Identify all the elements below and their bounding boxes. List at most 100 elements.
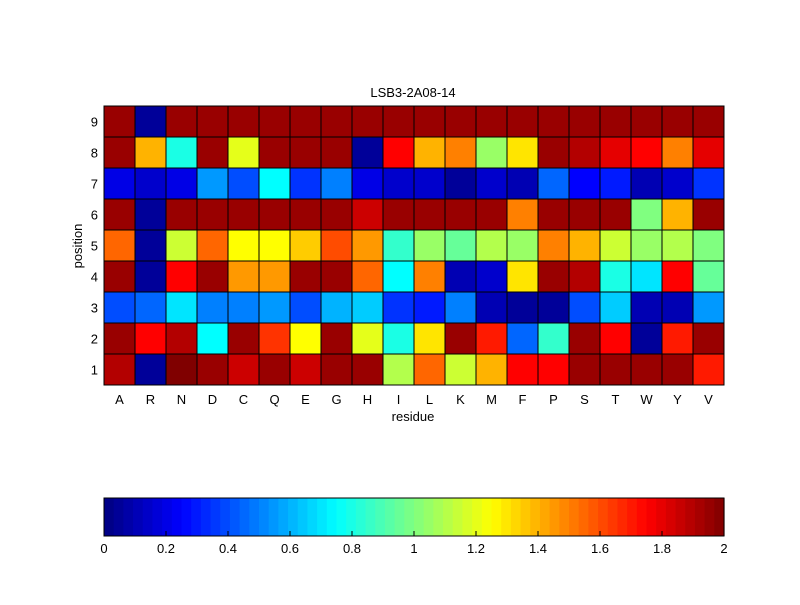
heatmap-cell-W-1 [630, 353, 663, 386]
heatmap-cell-L-8 [413, 136, 446, 169]
colorbar-swatch [491, 498, 502, 536]
colorbar-swatch [520, 498, 531, 536]
heatmap-cell-T-4 [599, 260, 632, 293]
heatmap-cell-A-5 [103, 229, 136, 262]
y-axis-label: position [70, 224, 85, 269]
colorbar-swatch [694, 498, 706, 536]
heatmap-cell-Q-5 [258, 229, 291, 262]
heatmap-cell-P-5 [537, 229, 570, 262]
colorbar-swatch [123, 498, 134, 536]
colorbar-swatch [307, 498, 318, 536]
heatmap-cell-A-7 [103, 167, 136, 200]
colorbar-swatch [317, 498, 328, 536]
heatmap-cell-D-8 [196, 136, 229, 169]
heatmap-cell-W-4 [630, 260, 663, 293]
heatmap-cell-T-8 [599, 136, 632, 169]
x-tick-label: E [301, 392, 310, 407]
heatmap-frame [103, 105, 725, 386]
heatmap-cell-T-7 [599, 167, 632, 200]
colorbar-swatch [452, 498, 464, 536]
colorbar-tick-label: 1.6 [591, 541, 609, 556]
heatmap-cell-M-9 [475, 105, 508, 138]
colorbar-swatch [510, 498, 522, 536]
colorbar-swatch [569, 498, 580, 536]
colorbar-swatch [171, 498, 183, 536]
heatmap-cell-Y-5 [661, 229, 694, 262]
heatmap-cell-D-7 [196, 167, 229, 200]
heatmap-cell-F-1 [506, 353, 539, 386]
heatmap-cell-F-2 [506, 322, 539, 355]
colorbar-swatch [704, 498, 715, 536]
colorbar-swatch [336, 498, 347, 536]
heatmap-cell-V-3 [692, 291, 725, 324]
heatmap-cell-Y-2 [661, 322, 694, 355]
heatmap-cell-S-1 [568, 353, 601, 386]
heatmap-cell-E-9 [289, 105, 322, 138]
heatmap-cell-N-9 [165, 105, 198, 138]
heatmap-cell-S-4 [568, 260, 601, 293]
x-tick-label: Q [269, 392, 279, 407]
heatmap-cell-S-3 [568, 291, 601, 324]
heatmap-cell-F-6 [506, 198, 539, 231]
heatmap-cell-A-9 [103, 105, 136, 138]
x-tick-label: P [549, 392, 558, 407]
colorbar-tick-label: 0 [100, 541, 107, 556]
colorbar-swatch [646, 498, 657, 536]
y-tick-label: 4 [91, 270, 98, 285]
heatmap-cell-H-3 [351, 291, 384, 324]
x-tick-label: C [239, 392, 248, 407]
heatmap-cell-S-9 [568, 105, 601, 138]
colorbar-swatch [462, 498, 473, 536]
colorbar-swatch [665, 498, 677, 536]
colorbar-swatch [200, 498, 212, 536]
heatmap-cell-M-5 [475, 229, 508, 262]
heatmap-cell-D-2 [196, 322, 229, 355]
heatmap-cell-Q-8 [258, 136, 291, 169]
colorbar-swatch [210, 498, 221, 536]
heatmap-cell-M-2 [475, 322, 508, 355]
heatmap-cell-I-3 [382, 291, 415, 324]
heatmap-cell-L-6 [413, 198, 446, 231]
x-axis-label: residue [392, 409, 435, 424]
heatmap-cell-N-3 [165, 291, 198, 324]
heatmap-cell-N-2 [165, 322, 198, 355]
x-tick-label: F [519, 392, 527, 407]
heatmap-cell-Q-4 [258, 260, 291, 293]
heatmap-cell-R-2 [134, 322, 167, 355]
colorbar-swatch [259, 498, 270, 536]
heatmap-cell-K-2 [444, 322, 477, 355]
heatmap-cell-W-9 [630, 105, 663, 138]
heatmap-cell-P-4 [537, 260, 570, 293]
colorbar-swatch [326, 498, 338, 536]
heatmap-cell-Q-1 [258, 353, 291, 386]
heatmap-cell-M-1 [475, 353, 508, 386]
colorbar-swatch [598, 498, 609, 536]
heatmap-cell-D-6 [196, 198, 229, 231]
heatmap-cell-M-4 [475, 260, 508, 293]
heatmap-cell-S-7 [568, 167, 601, 200]
heatmap-cell-F-9 [506, 105, 539, 138]
heatmap-cell-C-7 [227, 167, 260, 200]
y-tick-labels: 1 2 3 4 5 6 7 8 9 [91, 115, 98, 378]
heatmap-cell-W-8 [630, 136, 663, 169]
heatmap-cell-K-5 [444, 229, 477, 262]
colorbar-swatch [588, 498, 599, 536]
heatmap-cell-E-6 [289, 198, 322, 231]
colorbar-swatch [113, 498, 124, 536]
heatmap-cell-D-3 [196, 291, 229, 324]
x-tick-label: W [640, 392, 653, 407]
y-tick-label: 8 [91, 146, 98, 161]
colorbar-swatch [423, 498, 434, 536]
heatmap-cell-H-1 [351, 353, 384, 386]
x-tick-label: V [704, 392, 713, 407]
heatmap-cell-S-2 [568, 322, 601, 355]
heatmap-cell-Y-9 [661, 105, 694, 138]
heatmap-cell-Y-7 [661, 167, 694, 200]
x-tick-label: M [486, 392, 497, 407]
heatmap-cell-N-8 [165, 136, 198, 169]
heatmap-cell-T-9 [599, 105, 632, 138]
colorbar-tick-label: 0.6 [281, 541, 299, 556]
x-tick-label: T [612, 392, 620, 407]
